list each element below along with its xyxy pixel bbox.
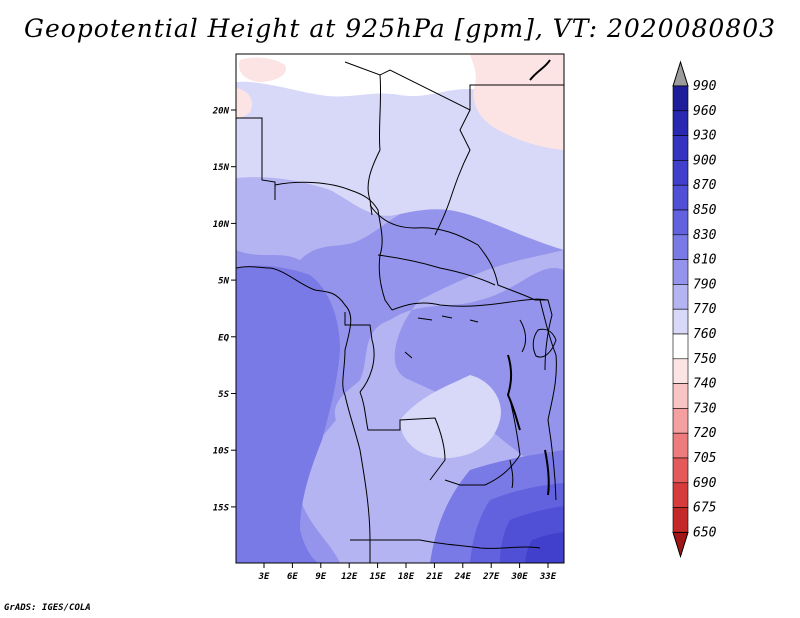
border-zambia bbox=[444, 399, 521, 486]
border-chad-sudan bbox=[434, 109, 471, 236]
border-east bbox=[539, 299, 557, 501]
border-nigeria bbox=[274, 181, 393, 311]
colorbar-swatch bbox=[672, 308, 689, 335]
contour-790-region bbox=[236, 145, 564, 563]
lat-tick-label: EQ bbox=[218, 333, 229, 343]
lon-tick-label: 24E bbox=[454, 572, 472, 582]
lon-tick-label: 30E bbox=[510, 572, 528, 582]
colorbar-swatch bbox=[672, 110, 689, 136]
lon-tick-label: 27E bbox=[482, 572, 500, 582]
colorbar-level-label: 730 bbox=[693, 401, 717, 416]
colorbar-level-label: 990 bbox=[693, 79, 717, 94]
colorbar-swatch bbox=[672, 160, 689, 186]
border-drc-north bbox=[391, 298, 553, 371]
colorbar-level-label: 790 bbox=[693, 277, 717, 292]
colorbar-swatch bbox=[672, 383, 689, 409]
colorbar-level-label: 850 bbox=[693, 203, 717, 218]
lat-tick-label: 20N bbox=[212, 107, 230, 117]
colorbar-level-label: 810 bbox=[693, 253, 717, 268]
colorbar-level-label: 830 bbox=[693, 228, 717, 243]
lon-tick-label: 21E bbox=[425, 572, 443, 582]
latitude-axis: 20N 15N 10N 5N EQ 5S 10S 15S bbox=[212, 107, 236, 513]
colorbar-level-label: 650 bbox=[693, 525, 717, 540]
colorbar-top-arrow bbox=[672, 60, 689, 87]
colorbar-level-label: 675 bbox=[693, 501, 717, 516]
lake-mweru bbox=[509, 459, 514, 489]
grads-credit: GrADS: IGES/COLA bbox=[4, 603, 91, 613]
colorbar-swatch bbox=[672, 333, 689, 360]
lake-malawi bbox=[544, 449, 550, 496]
lat-tick-label: 15S bbox=[213, 503, 230, 513]
map-title: Geopotential Height at 925hPa [gpm], VT:… bbox=[23, 14, 777, 43]
colorbar-swatch bbox=[672, 209, 689, 236]
colorbar-swatch bbox=[672, 432, 689, 459]
colorbar-level-label: 770 bbox=[693, 302, 717, 317]
border-gabon bbox=[344, 312, 375, 393]
lat-tick-label: 10S bbox=[213, 447, 230, 457]
plot-frame bbox=[235, 53, 565, 564]
lon-tick-label: 3E bbox=[258, 572, 270, 582]
colorbar-level-label: 960 bbox=[693, 104, 717, 119]
lon-tick-label: 33E bbox=[539, 572, 557, 582]
lon-tick-label: 9E bbox=[315, 572, 326, 582]
colorbar-swatch bbox=[672, 259, 689, 285]
lon-tick-label: 12E bbox=[341, 572, 358, 582]
longitude-axis: 3E 6E 9E 12E 15E 18E 21E 24E 27E 30E 33E bbox=[258, 563, 557, 582]
border-cameroon-car bbox=[377, 254, 496, 286]
border-niger-chad bbox=[367, 74, 382, 216]
colorbar-level-label: 760 bbox=[693, 327, 717, 342]
lat-tick-label: 10N bbox=[213, 220, 230, 230]
colorbar-swatch bbox=[672, 234, 689, 260]
colorbar-level-label: 720 bbox=[693, 426, 717, 441]
lat-tick-label: 5S bbox=[218, 390, 229, 400]
colorbar-bottom-arrow bbox=[672, 531, 689, 559]
colorbar-swatch bbox=[672, 85, 689, 112]
colorbar: 990 960 930 900 870 850 830 810 790 770 760 750 740 7… bbox=[672, 60, 717, 559]
lon-tick-label: 15E bbox=[369, 572, 386, 582]
country-borders bbox=[236, 59, 564, 563]
colorbar-level-label: 705 bbox=[693, 451, 717, 466]
contour-900-region bbox=[525, 532, 564, 563]
colorbar-swatch bbox=[672, 457, 689, 484]
colorbar-swatch bbox=[672, 284, 689, 310]
coastline bbox=[236, 266, 371, 563]
lon-tick-label: 6E bbox=[287, 572, 298, 582]
border-namibia bbox=[350, 539, 541, 549]
colorbar-level-label: 690 bbox=[693, 476, 717, 491]
contour-830-region bbox=[236, 265, 564, 563]
colorbar-swatch bbox=[672, 482, 689, 508]
colorbar-swatch bbox=[672, 184, 689, 211]
lat-tick-label: 15N bbox=[213, 163, 230, 173]
colorbar-swatch bbox=[672, 358, 689, 384]
lat-tick-label: 5N bbox=[218, 277, 229, 287]
lon-tick-label: 18E bbox=[398, 572, 415, 582]
colorbar-level-label: 750 bbox=[693, 352, 717, 367]
colorbar-level-label: 740 bbox=[693, 377, 717, 392]
colorbar-level-label: 870 bbox=[693, 178, 717, 193]
contour-750-region bbox=[236, 54, 564, 150]
lake-victoria bbox=[519, 319, 557, 358]
colorbar-level-label: 900 bbox=[693, 153, 717, 168]
colorbar-swatch bbox=[672, 507, 689, 533]
rivers bbox=[404, 315, 479, 359]
colorbar-swatch bbox=[672, 135, 689, 161]
colorbar-swatch bbox=[672, 408, 689, 434]
border-north bbox=[344, 61, 564, 111]
colorbar-level-label: 930 bbox=[693, 129, 717, 144]
contour-770-interior-region bbox=[400, 375, 501, 459]
border-car bbox=[369, 204, 548, 301]
nile-river bbox=[529, 59, 551, 81]
border-angola bbox=[359, 391, 446, 481]
shaded-field bbox=[236, 54, 564, 563]
lake-tanganyika bbox=[506, 354, 521, 431]
border-west bbox=[236, 117, 276, 200]
